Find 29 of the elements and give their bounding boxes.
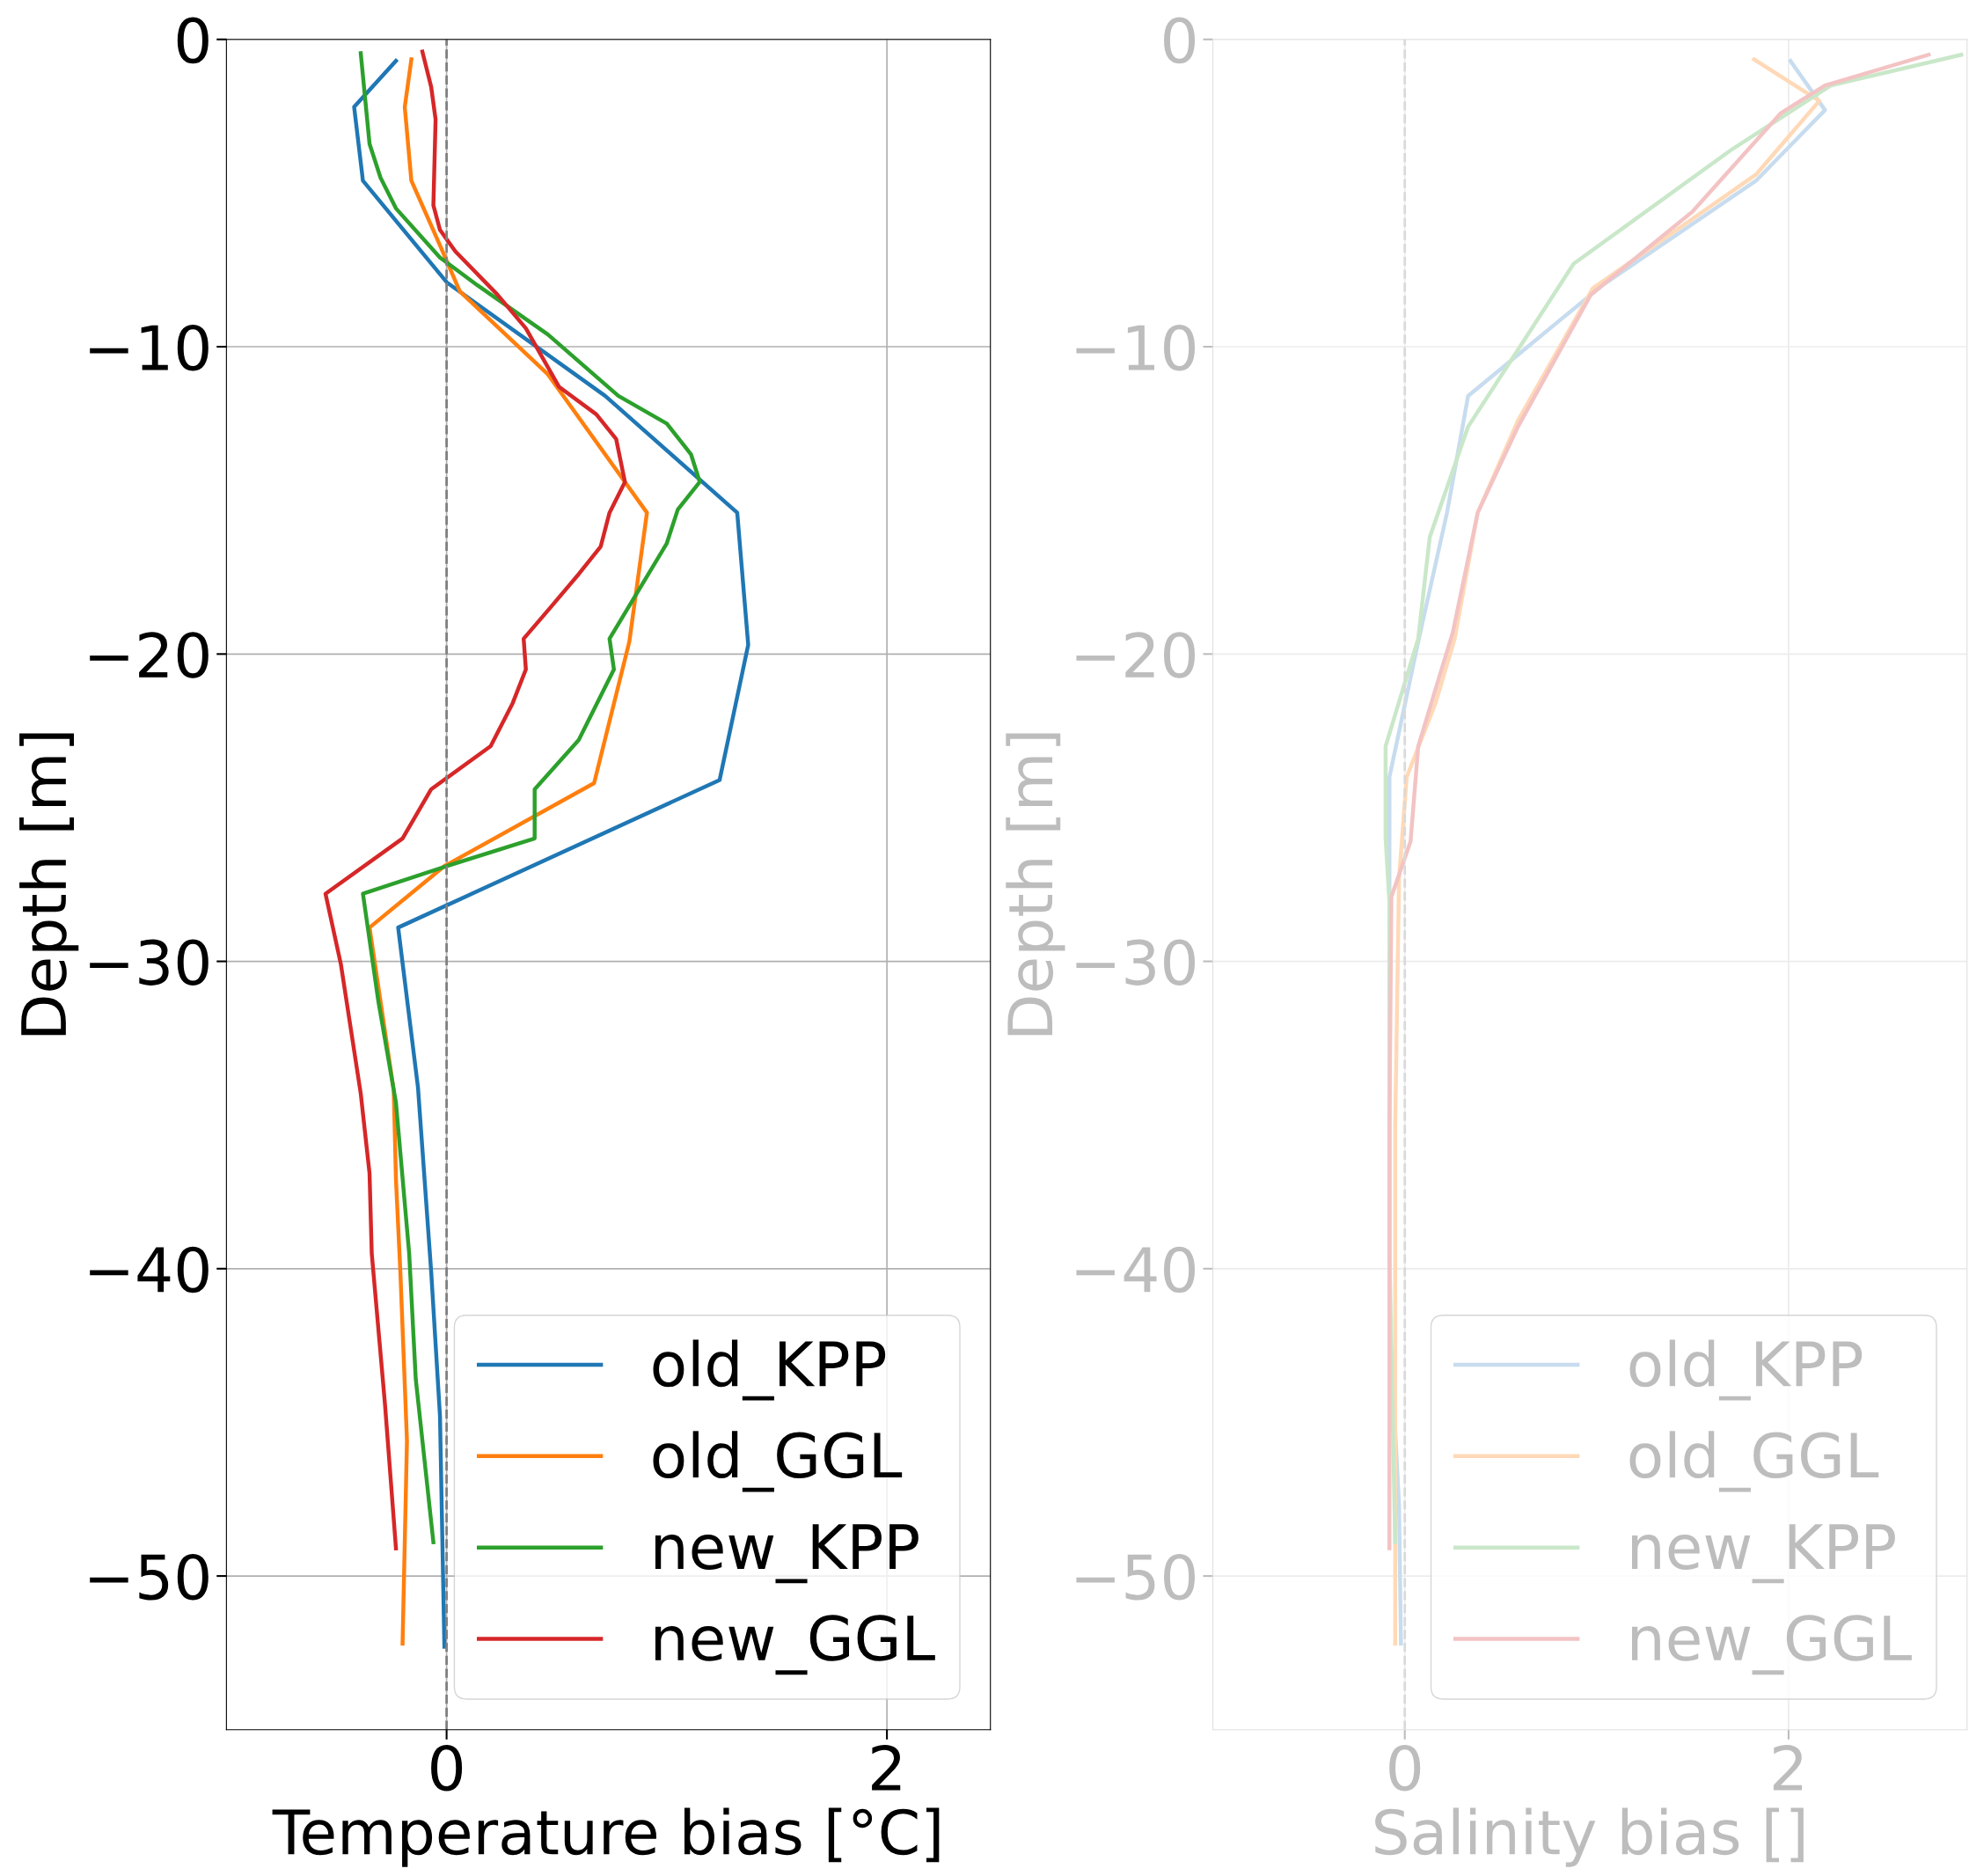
y-axis-title: Depth [m] xyxy=(19,733,79,1036)
x-tick-label: 2 xyxy=(1773,1744,1803,1791)
y-tick-label: −10 xyxy=(90,324,209,371)
legend-label: new_GGL xyxy=(1632,1615,1912,1675)
legend-label: old_KPP xyxy=(1629,1339,1863,1401)
y-tick-label: −10 xyxy=(1076,324,1196,371)
legend-label: old_GGL xyxy=(653,1431,903,1492)
legend-label: new_KPP xyxy=(655,1524,919,1584)
legend-label: new_GGL xyxy=(655,1615,935,1675)
legend-label: old_KPP xyxy=(653,1339,886,1401)
x-tick-label: 0 xyxy=(1389,1744,1421,1792)
y-tick-label: −20 xyxy=(1076,632,1196,678)
y-tick-label: 0 xyxy=(177,17,209,64)
line-series xyxy=(323,49,627,1550)
x-tick-label: 0 xyxy=(431,1744,463,1792)
y-tick-label: −20 xyxy=(90,632,209,678)
y-tick-label: −40 xyxy=(1076,1246,1196,1293)
x-tick-label: 2 xyxy=(872,1744,901,1791)
y-tick-label: −50 xyxy=(1076,1553,1196,1601)
legend-label: new_KPP xyxy=(1632,1524,1895,1584)
legend-label: old_GGL xyxy=(1629,1431,1879,1492)
y-tick-label: 0 xyxy=(1164,17,1196,64)
y-tick-label: −40 xyxy=(90,1246,209,1293)
y-axis-title: Depth [m] xyxy=(1006,733,1065,1036)
x-axis-title: Salinity bias [] xyxy=(1375,1807,1804,1867)
x-axis-title: Temperature bias [°C] xyxy=(272,1807,940,1867)
y-tick-label: −30 xyxy=(90,939,209,986)
y-tick-label: −50 xyxy=(90,1553,209,1601)
y-tick-label: −30 xyxy=(1076,939,1196,986)
